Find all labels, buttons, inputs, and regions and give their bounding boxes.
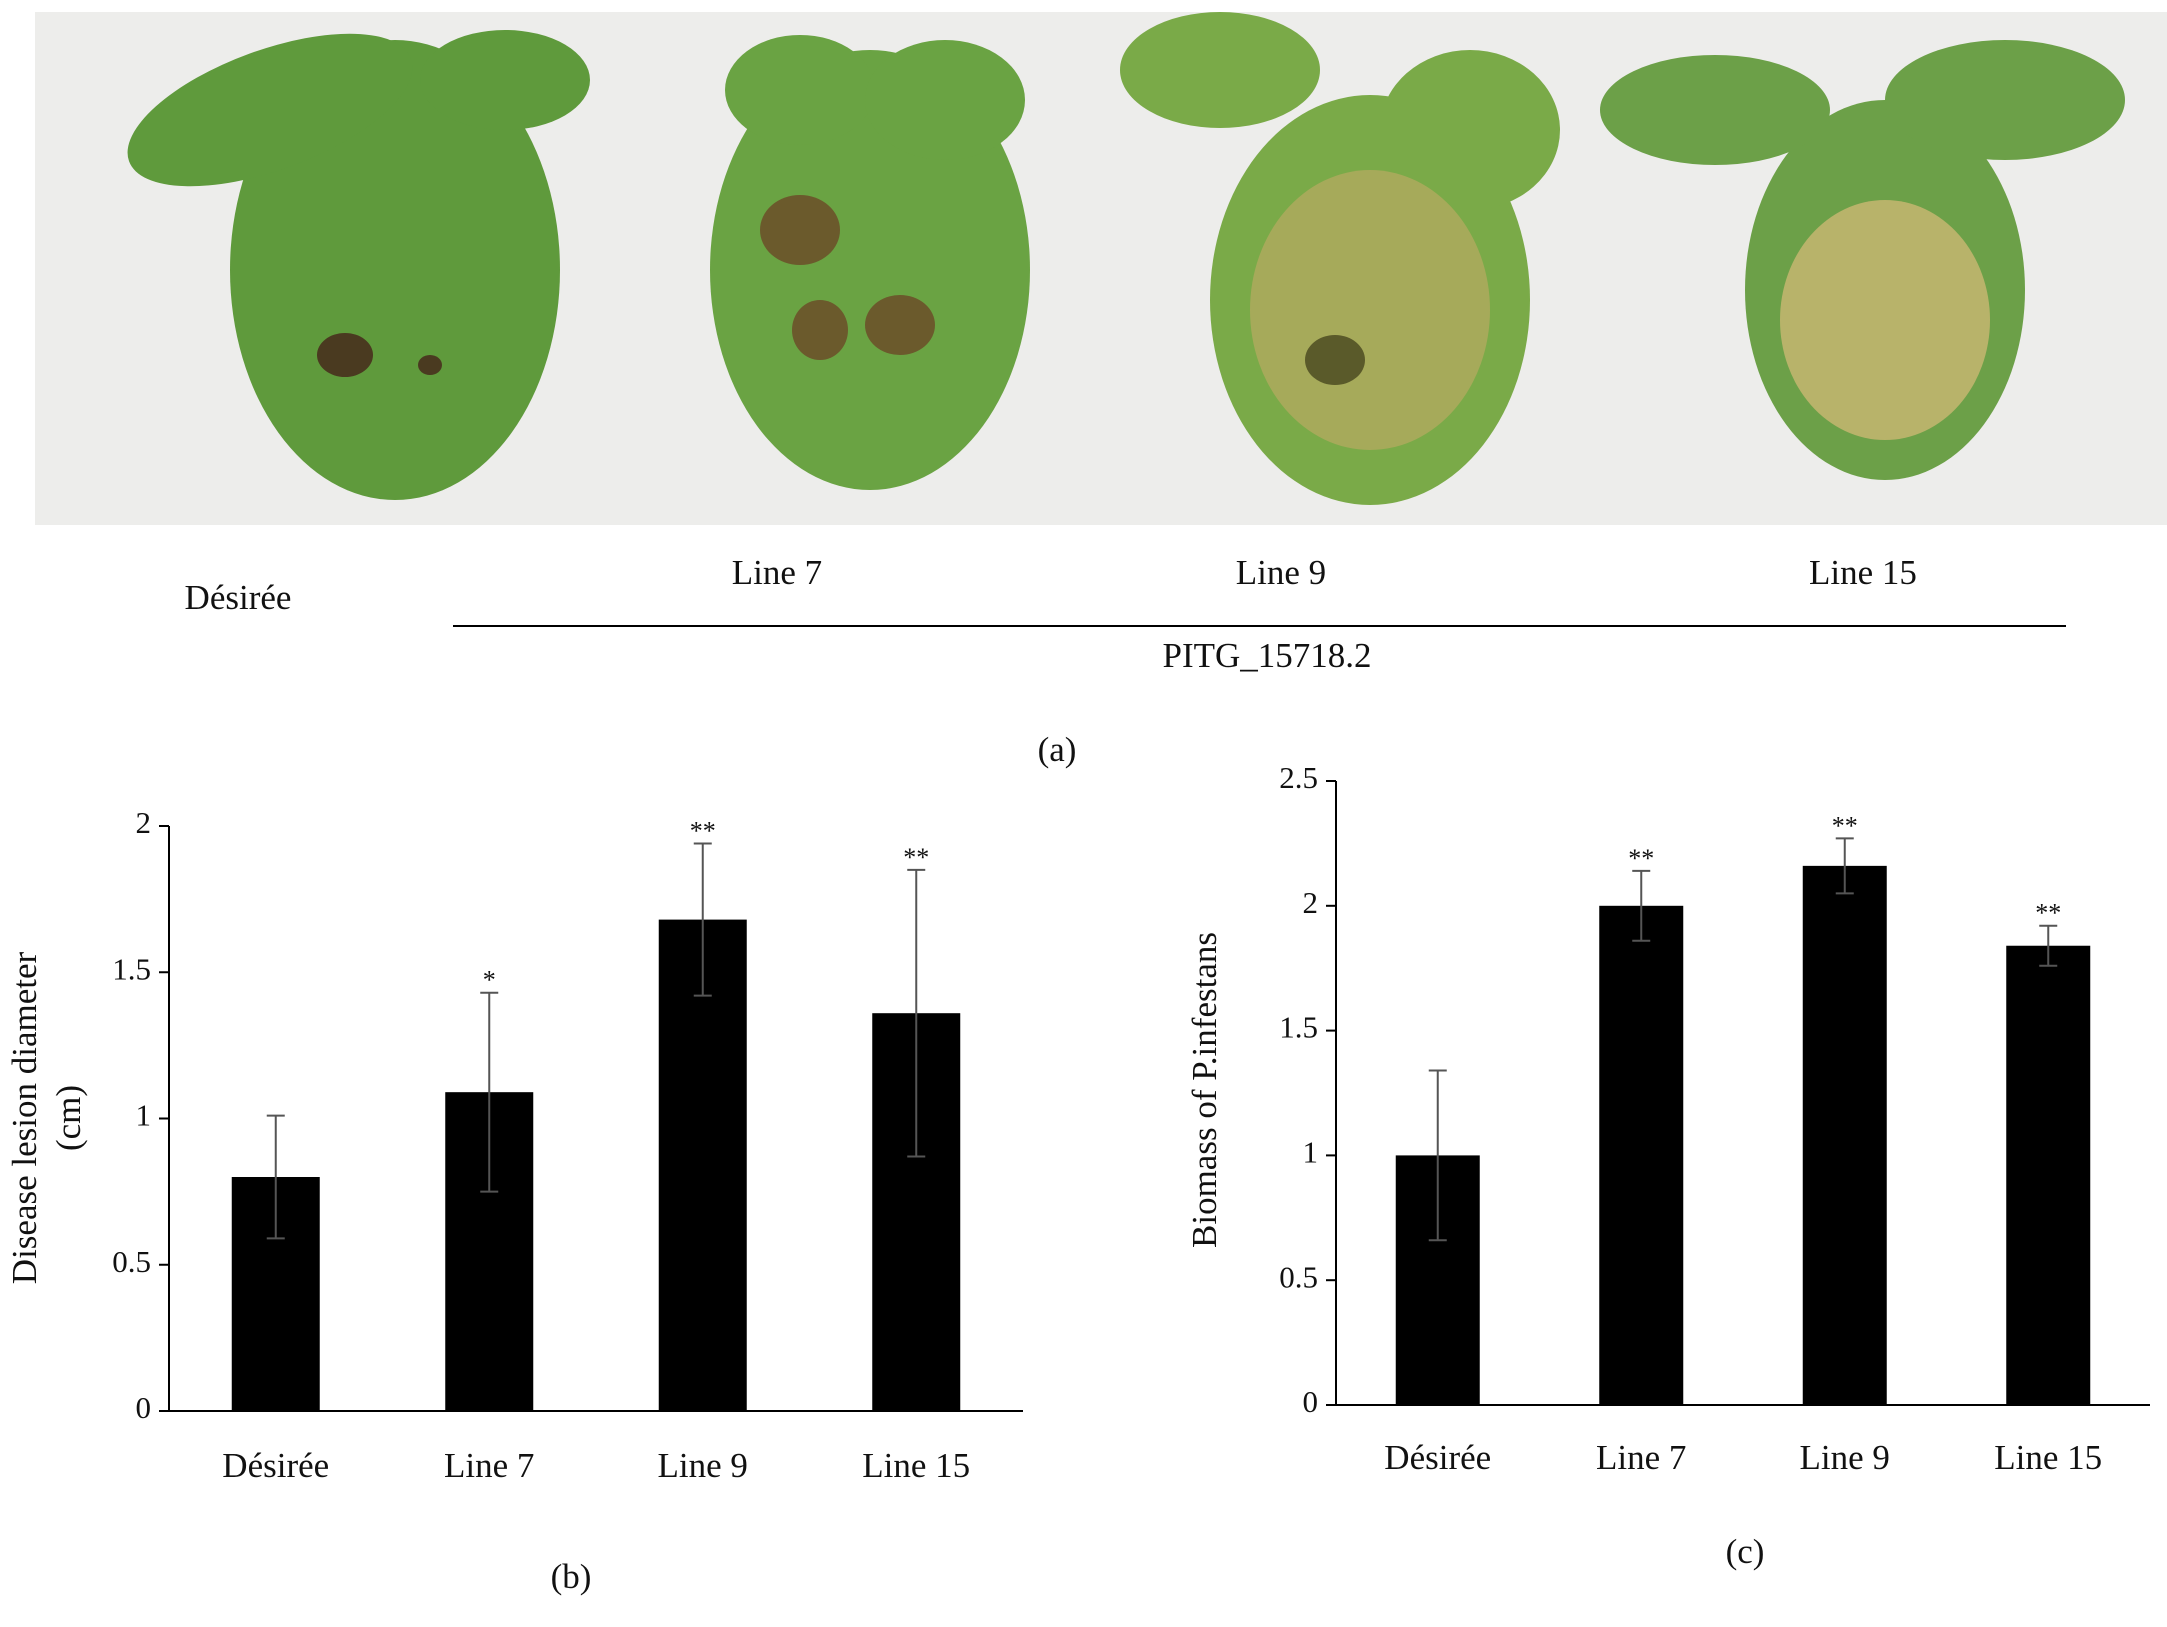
panel-label: (a) <box>1038 730 1077 769</box>
group-label: PITG_15718.2 <box>1162 636 1371 675</box>
significance-label: ** <box>1628 844 1654 873</box>
x-tick-label: Line 9 <box>1800 1438 1890 1477</box>
y-tick-label: 2 <box>1303 885 1319 920</box>
y-tick-label: 0 <box>1303 1384 1319 1419</box>
x-tick-label: Désirée <box>1384 1438 1491 1477</box>
photo-label: Line 15 <box>1809 553 1917 592</box>
bar <box>1802 865 1887 1405</box>
significance-label: * <box>483 966 496 995</box>
photo-labels: Désirée Line 7 Line 9 Line 15 PITG_15718… <box>185 553 2066 769</box>
y-axis-label: (cm) <box>49 1085 88 1151</box>
significance-label: ** <box>2035 899 2061 928</box>
y-tick-label: 2.5 <box>1279 760 1318 795</box>
y-tick-label: 0 <box>136 1390 152 1425</box>
y-tick-label: 2 <box>136 805 152 840</box>
y-tick-label: 1 <box>1303 1135 1319 1170</box>
y-tick-label: 0.5 <box>1279 1259 1318 1294</box>
photo-label: Désirée <box>185 578 292 617</box>
significance-label: ** <box>690 817 716 846</box>
leaf-photo <box>35 12 2167 525</box>
y-tick-label: 1 <box>136 1098 152 1133</box>
y-tick-label: 1.5 <box>112 951 151 986</box>
leaf-line-7 <box>710 35 1030 490</box>
x-tick-label: Line 9 <box>658 1446 748 1485</box>
y-axis-label: Biomass of P.infestans <box>1185 932 1224 1248</box>
x-tick-label: Désirée <box>222 1446 329 1485</box>
bar <box>1599 905 1684 1405</box>
panel-label: (c) <box>1726 1532 1765 1571</box>
panel-label: (b) <box>551 1557 592 1596</box>
bar <box>658 919 747 1411</box>
leaf-line-9 <box>1120 12 1560 505</box>
leaf-line-15 <box>1600 40 2125 480</box>
y-tick-label: 1.5 <box>1279 1010 1318 1045</box>
x-tick-label: Line 7 <box>444 1446 534 1485</box>
y-axis-label: Disease lesion diameter <box>5 951 44 1284</box>
significance-label: ** <box>903 843 929 872</box>
x-tick-label: Line 15 <box>862 1446 970 1485</box>
significance-label: ** <box>1832 811 1858 840</box>
photo-label: Line 9 <box>1236 553 1326 592</box>
x-tick-label: Line 7 <box>1596 1438 1686 1477</box>
leaf-desiree <box>127 30 590 500</box>
y-tick-label: 0.5 <box>112 1244 151 1279</box>
bar <box>2006 945 2091 1405</box>
x-tick-label: Line 15 <box>1994 1438 2102 1477</box>
photo-label: Line 7 <box>732 553 822 592</box>
